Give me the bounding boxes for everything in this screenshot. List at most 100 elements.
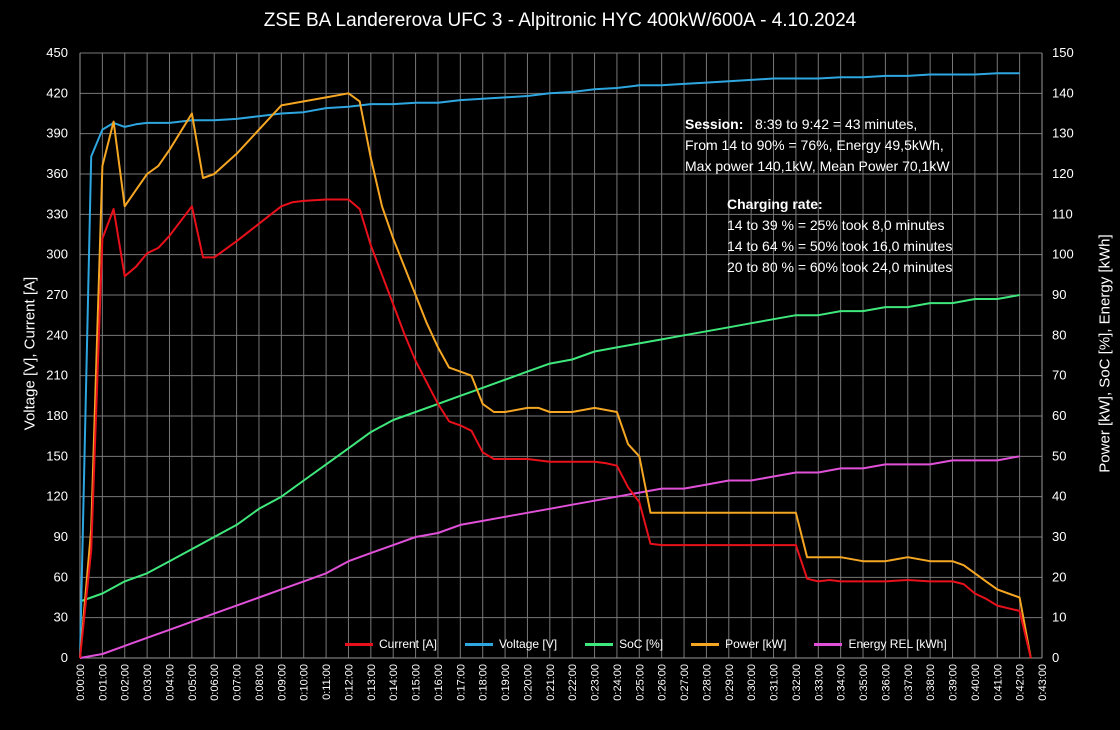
charging-rate-line-1: 14 to 39 % = 25% took 8,0 minutes bbox=[727, 217, 945, 233]
x-tick-label: 0:06:00 bbox=[209, 664, 221, 701]
x-tick-label: 0:09:00 bbox=[276, 664, 288, 701]
x-tick-label: 0:08:00 bbox=[254, 664, 266, 701]
x-tick-label: 0:13:00 bbox=[366, 664, 378, 701]
x-tick-label: 0:22:00 bbox=[567, 664, 579, 701]
x-tick-label: 0:37:00 bbox=[903, 664, 915, 701]
x-tick-label: 0:16:00 bbox=[433, 664, 445, 701]
y-tick-label-right: 30 bbox=[1052, 529, 1066, 544]
legend-item: Energy REL [kWh] bbox=[814, 637, 947, 651]
legend-item: SoC [%] bbox=[585, 637, 663, 651]
legend-swatch bbox=[814, 642, 843, 646]
legend-swatch bbox=[585, 642, 614, 646]
x-tick-label: 0:25:00 bbox=[634, 664, 646, 701]
y-tick-label-left: 420 bbox=[46, 85, 68, 100]
x-tick-label: 0:18:00 bbox=[478, 664, 490, 701]
y-tick-label-right: 0 bbox=[1052, 650, 1059, 665]
session-line-2: From 14 to 90% = 76%, Energy 49,5kWh, bbox=[685, 137, 944, 153]
x-tick-label: 0:02:00 bbox=[120, 664, 132, 701]
x-tick-label: 0:28:00 bbox=[701, 664, 713, 701]
legend-label: Current [A] bbox=[379, 637, 438, 651]
x-tick-label: 0:38:00 bbox=[925, 664, 937, 701]
x-tick-label: 0:05:00 bbox=[187, 664, 199, 701]
series-line-power bbox=[79, 92, 1032, 659]
x-tick-label: 0:00:00 bbox=[75, 664, 87, 701]
legend-swatch bbox=[345, 642, 373, 646]
y-tick-label-right: 110 bbox=[1052, 206, 1073, 221]
charging-rate-line-3: 20 to 80 % = 60% took 24,0 minutes bbox=[727, 259, 953, 275]
x-tick-label: 0:36:00 bbox=[880, 664, 892, 701]
y-tick-label-left: 60 bbox=[54, 569, 68, 584]
session-annotation: Session: 8:39 to 9:42 = 43 minutes, From… bbox=[685, 114, 950, 177]
x-tick-label: 0:42:00 bbox=[1015, 664, 1027, 701]
y-tick-label-left: 0 bbox=[61, 650, 68, 665]
legend-item: Power [kW] bbox=[691, 637, 786, 651]
x-tick-label: 0:34:00 bbox=[836, 664, 848, 701]
legend-swatch bbox=[465, 642, 494, 646]
y-tick-label-left: 90 bbox=[54, 529, 68, 544]
y-tick-label-left: 360 bbox=[46, 166, 68, 181]
chart-legend: Current [A] Voltage [V] SoC [%] Power [k… bbox=[345, 637, 975, 651]
y-tick-label-left: 210 bbox=[46, 368, 68, 383]
series-line-energy bbox=[79, 455, 1020, 659]
y-tick-label-right: 70 bbox=[1052, 368, 1066, 383]
y-tick-label-left: 150 bbox=[46, 448, 68, 463]
y-tick-label-right: 50 bbox=[1052, 448, 1066, 463]
x-tick-label: 0:32:00 bbox=[791, 664, 803, 701]
y-tick-label-left: 330 bbox=[46, 206, 68, 221]
series-line-soc bbox=[79, 294, 1020, 603]
y-tick-label-left: 270 bbox=[46, 287, 68, 302]
x-tick-label: 0:17:00 bbox=[455, 664, 467, 701]
y-tick-label-right: 80 bbox=[1052, 327, 1066, 342]
x-tick-label: 0:23:00 bbox=[590, 664, 602, 701]
x-tick-label: 0:41:00 bbox=[992, 664, 1004, 701]
x-tick-label: 0:01:00 bbox=[97, 664, 109, 701]
x-tick-label: 0:19:00 bbox=[500, 664, 512, 701]
x-tick-label: 0:40:00 bbox=[970, 664, 982, 701]
legend-label: Energy REL [kWh] bbox=[848, 637, 947, 651]
x-tick-label: 0:03:00 bbox=[142, 664, 154, 701]
legend-label: Voltage [V] bbox=[499, 637, 558, 651]
y-tick-label-left: 30 bbox=[54, 610, 68, 625]
y-tick-label-right: 60 bbox=[1052, 408, 1066, 423]
charging-rate-line-2: 14 to 64 % = 50% took 16,0 minutes bbox=[727, 238, 953, 254]
x-tick-label: 0:20:00 bbox=[522, 664, 534, 701]
session-time: 8:39 to 9:42 = 43 minutes, bbox=[755, 116, 918, 132]
x-tick-label: 0:43:00 bbox=[1037, 664, 1049, 701]
series-line-voltage bbox=[79, 72, 1020, 659]
x-tick-label: 0:14:00 bbox=[388, 664, 400, 701]
legend-item: Current [A] bbox=[345, 637, 437, 651]
y-tick-label-left: 120 bbox=[46, 489, 68, 504]
x-tick-label: 0:21:00 bbox=[545, 664, 557, 701]
charging-rate-label: Charging rate: bbox=[727, 196, 823, 212]
y-tick-label-right: 100 bbox=[1052, 247, 1074, 262]
series-line-current bbox=[79, 198, 1032, 659]
x-tick-label: 0:15:00 bbox=[411, 664, 423, 701]
x-tick-label: 0:07:00 bbox=[232, 664, 244, 701]
y-tick-label-right: 40 bbox=[1052, 489, 1066, 504]
y-axis-left-label: Voltage [V], Current [A] bbox=[21, 276, 39, 431]
x-tick-label: 0:11:00 bbox=[321, 664, 333, 700]
y-tick-label-right: 10 bbox=[1052, 610, 1066, 625]
y-tick-label-right: 150 bbox=[1052, 45, 1074, 60]
charging-rate-annotation: Charging rate: 14 to 39 % = 25% took 8,0… bbox=[727, 194, 952, 278]
y-tick-label-right: 120 bbox=[1052, 166, 1074, 181]
y-tick-label-left: 240 bbox=[46, 327, 68, 342]
y-tick-label-left: 390 bbox=[46, 126, 68, 141]
y-tick-label-left: 450 bbox=[46, 45, 68, 60]
legend-label: Power [kW] bbox=[725, 637, 787, 651]
x-tick-label: 0:26:00 bbox=[657, 664, 669, 701]
chart-title: ZSE BA Landererova UFC 3 - Alpitronic HY… bbox=[263, 10, 857, 31]
x-tick-label: 0:04:00 bbox=[164, 664, 176, 701]
x-tick-label: 0:33:00 bbox=[813, 664, 825, 701]
y-tick-label-left: 180 bbox=[46, 408, 68, 423]
y-axis-right-label: Power [kW], SoC [%], Energy [kWh] bbox=[1096, 234, 1114, 473]
x-tick-label: 0:10:00 bbox=[299, 664, 311, 701]
x-tick-label: 0:30:00 bbox=[746, 664, 758, 701]
y-tick-label-left: 300 bbox=[46, 247, 68, 262]
x-tick-label: 0:27:00 bbox=[679, 664, 691, 701]
x-tick-label: 0:31:00 bbox=[769, 664, 781, 701]
y-tick-label-right: 90 bbox=[1052, 287, 1066, 302]
legend-label: SoC [%] bbox=[619, 637, 664, 651]
